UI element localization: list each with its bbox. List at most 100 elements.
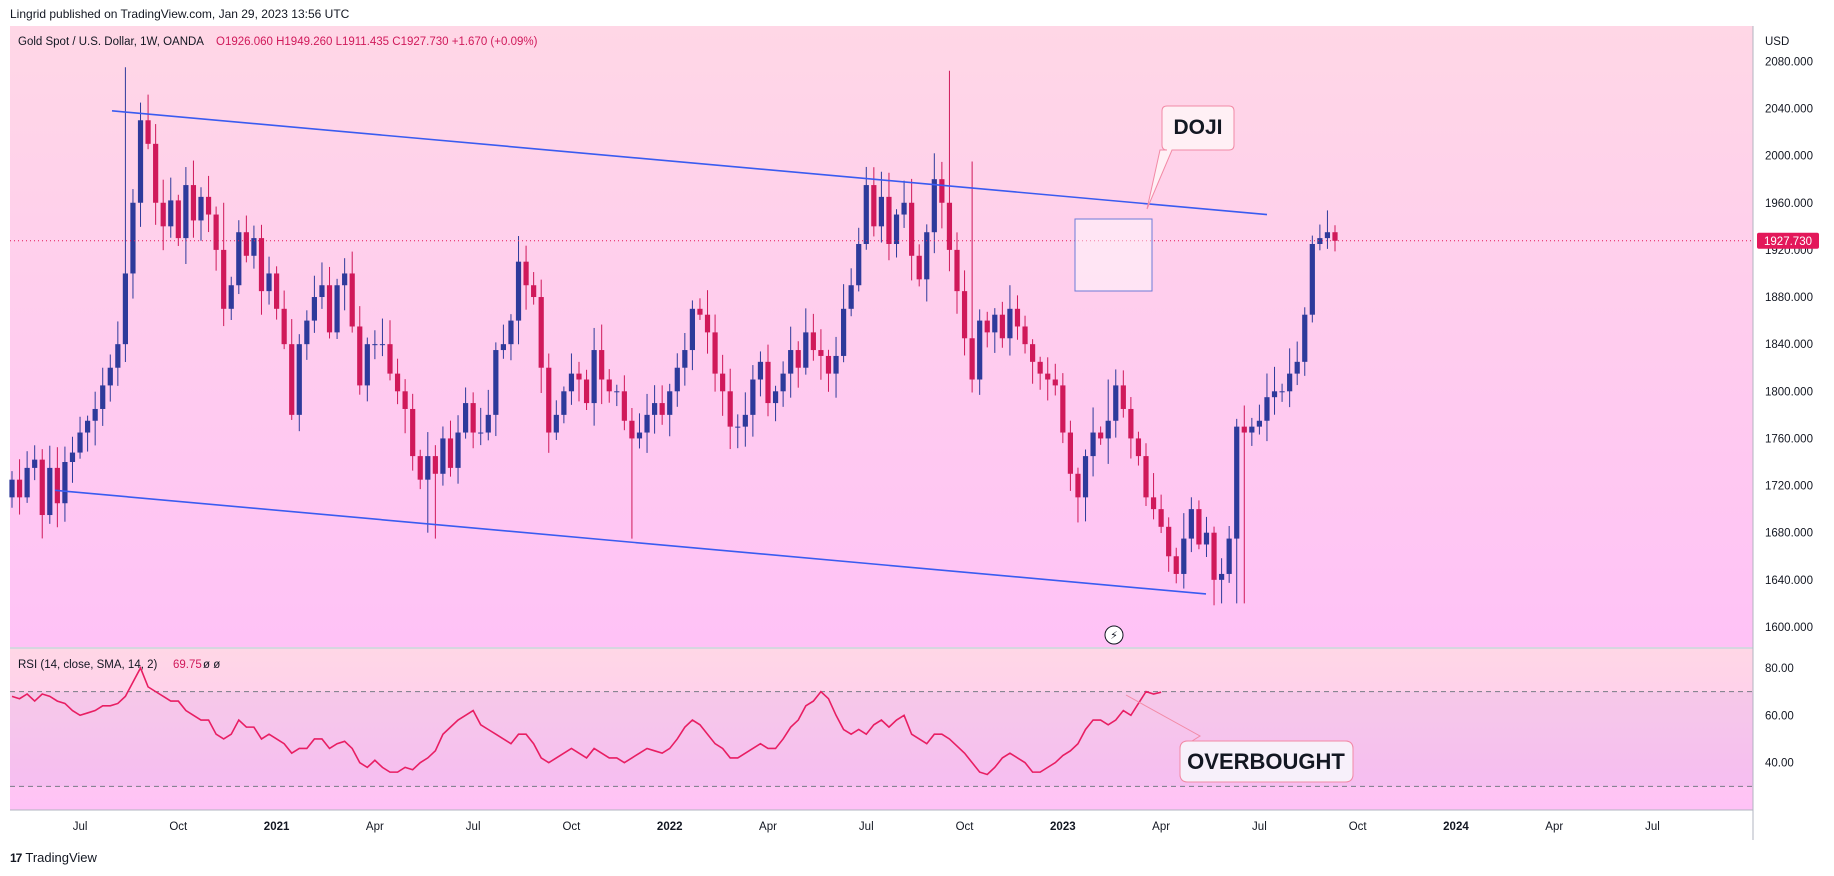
candle-body [455,432,461,468]
candle-body [954,249,960,292]
ohlc-legend: O1926.060 H1949.260 L1911.435 C1927.730 … [216,36,538,48]
candle-body [1279,391,1285,393]
candle-body [1203,532,1210,545]
candle-body [825,355,832,374]
candle-body [183,185,189,239]
candle-body [39,459,45,516]
candle-body [1030,344,1036,362]
candle-body [1082,456,1089,498]
candle-body [546,367,552,433]
price-tick-label: 1720.000 [1765,481,1813,493]
candle-body [47,467,53,516]
candle-body [818,350,824,356]
candle-body [1234,426,1240,539]
event-marker[interactable]: ⚡ [1104,625,1124,645]
candle-body [485,414,491,433]
candle-body [463,403,469,433]
candle-body [553,414,559,433]
candle-body [24,467,30,498]
candle-body [1022,326,1028,345]
time-axis[interactable] [10,810,1753,840]
candle-body [599,350,605,380]
time-tick-label: Jul [73,821,88,833]
doji-highlight-box[interactable] [1074,218,1153,292]
overbought-callout[interactable]: OVERBOUGHT [1125,694,1354,783]
doji-label: DOJI [1173,116,1222,139]
candle-body [720,373,726,392]
price-pane[interactable] [10,26,1753,647]
overbought-label: OVERBOUGHT [1187,749,1345,774]
rsi-tick-label: 80.00 [1765,663,1794,675]
candle-body [961,291,968,339]
time-tick-label: Oct [956,821,975,833]
candle-body [1120,385,1126,409]
candle-body [803,332,809,368]
candle-body [1150,497,1157,510]
currency-label: USD [1765,36,1789,48]
time-tick-label: Apr [1545,821,1563,833]
candle-body [1309,243,1315,315]
candle-body [1052,379,1058,386]
candle-body [470,403,476,433]
candle-body [621,391,627,421]
time-tick-label: 2024 [1443,821,1469,833]
candle-body [1249,426,1255,433]
candle-body [644,414,650,433]
candle-body [1294,361,1300,374]
doji-callout[interactable]: DOJI [1146,105,1235,210]
candle-body [198,196,204,221]
candle-body [1181,538,1187,574]
candle-body [417,456,423,480]
candle-body [1211,532,1217,580]
overlays-layer [10,110,1753,595]
candle-body [1113,385,1119,421]
candle-body [893,214,900,244]
price-tick-label: 1760.000 [1765,433,1813,445]
candle-body [1090,432,1096,457]
price-axis-labels: 1600.000 1640.000 1680.000 1720.000 1760.000… [1765,56,1813,634]
price-tick-label: 1800.000 [1765,386,1813,398]
candle-body [243,232,249,256]
time-tick-label: Jul [466,821,481,833]
candle-body [296,344,302,415]
candle-body [765,361,771,404]
price-tick-label: 1960.000 [1765,198,1813,210]
candle-body [886,196,892,244]
candle-body [1226,538,1232,574]
candle-body [636,432,643,439]
candle-body [326,285,333,333]
candle-body [107,367,113,386]
candle-body [32,459,38,468]
candle-body [92,408,98,421]
rsi-extra: ø ø [203,659,220,671]
candle-body [984,320,990,333]
candle-body [190,185,197,221]
tradingview-logo-icon: 17 [10,850,22,865]
candle-body [689,308,695,351]
price-tick-label: 1880.000 [1765,292,1813,304]
time-axis-labels: Jul Oct 2021 Apr Jul Oct 2022 Apr Jul Oct 2023 Apr J… [73,821,1660,833]
candle-body [523,261,529,286]
candle-body [387,344,393,374]
candle-body [160,202,166,227]
price-axis[interactable] [1753,26,1834,810]
lightning-icon: ⚡ [1110,630,1118,642]
candle-body [969,338,975,380]
candle-body [531,285,537,298]
candle-body [100,385,106,409]
candle-body [54,467,60,504]
candle-body [379,344,386,346]
tradingview-brand[interactable]: 17 TradingView [10,850,97,865]
candle-body [515,261,522,321]
price-tick-label: 1640.000 [1765,575,1813,587]
candle-body [992,314,998,333]
rsi-line [11,666,1162,776]
candle-body [213,214,219,250]
candle-body [1302,314,1308,362]
candle-body [1219,573,1225,580]
candle-body [508,320,514,345]
rsi-pane[interactable] [10,649,1753,810]
candle-body [1332,232,1338,241]
candle-body [697,308,703,315]
